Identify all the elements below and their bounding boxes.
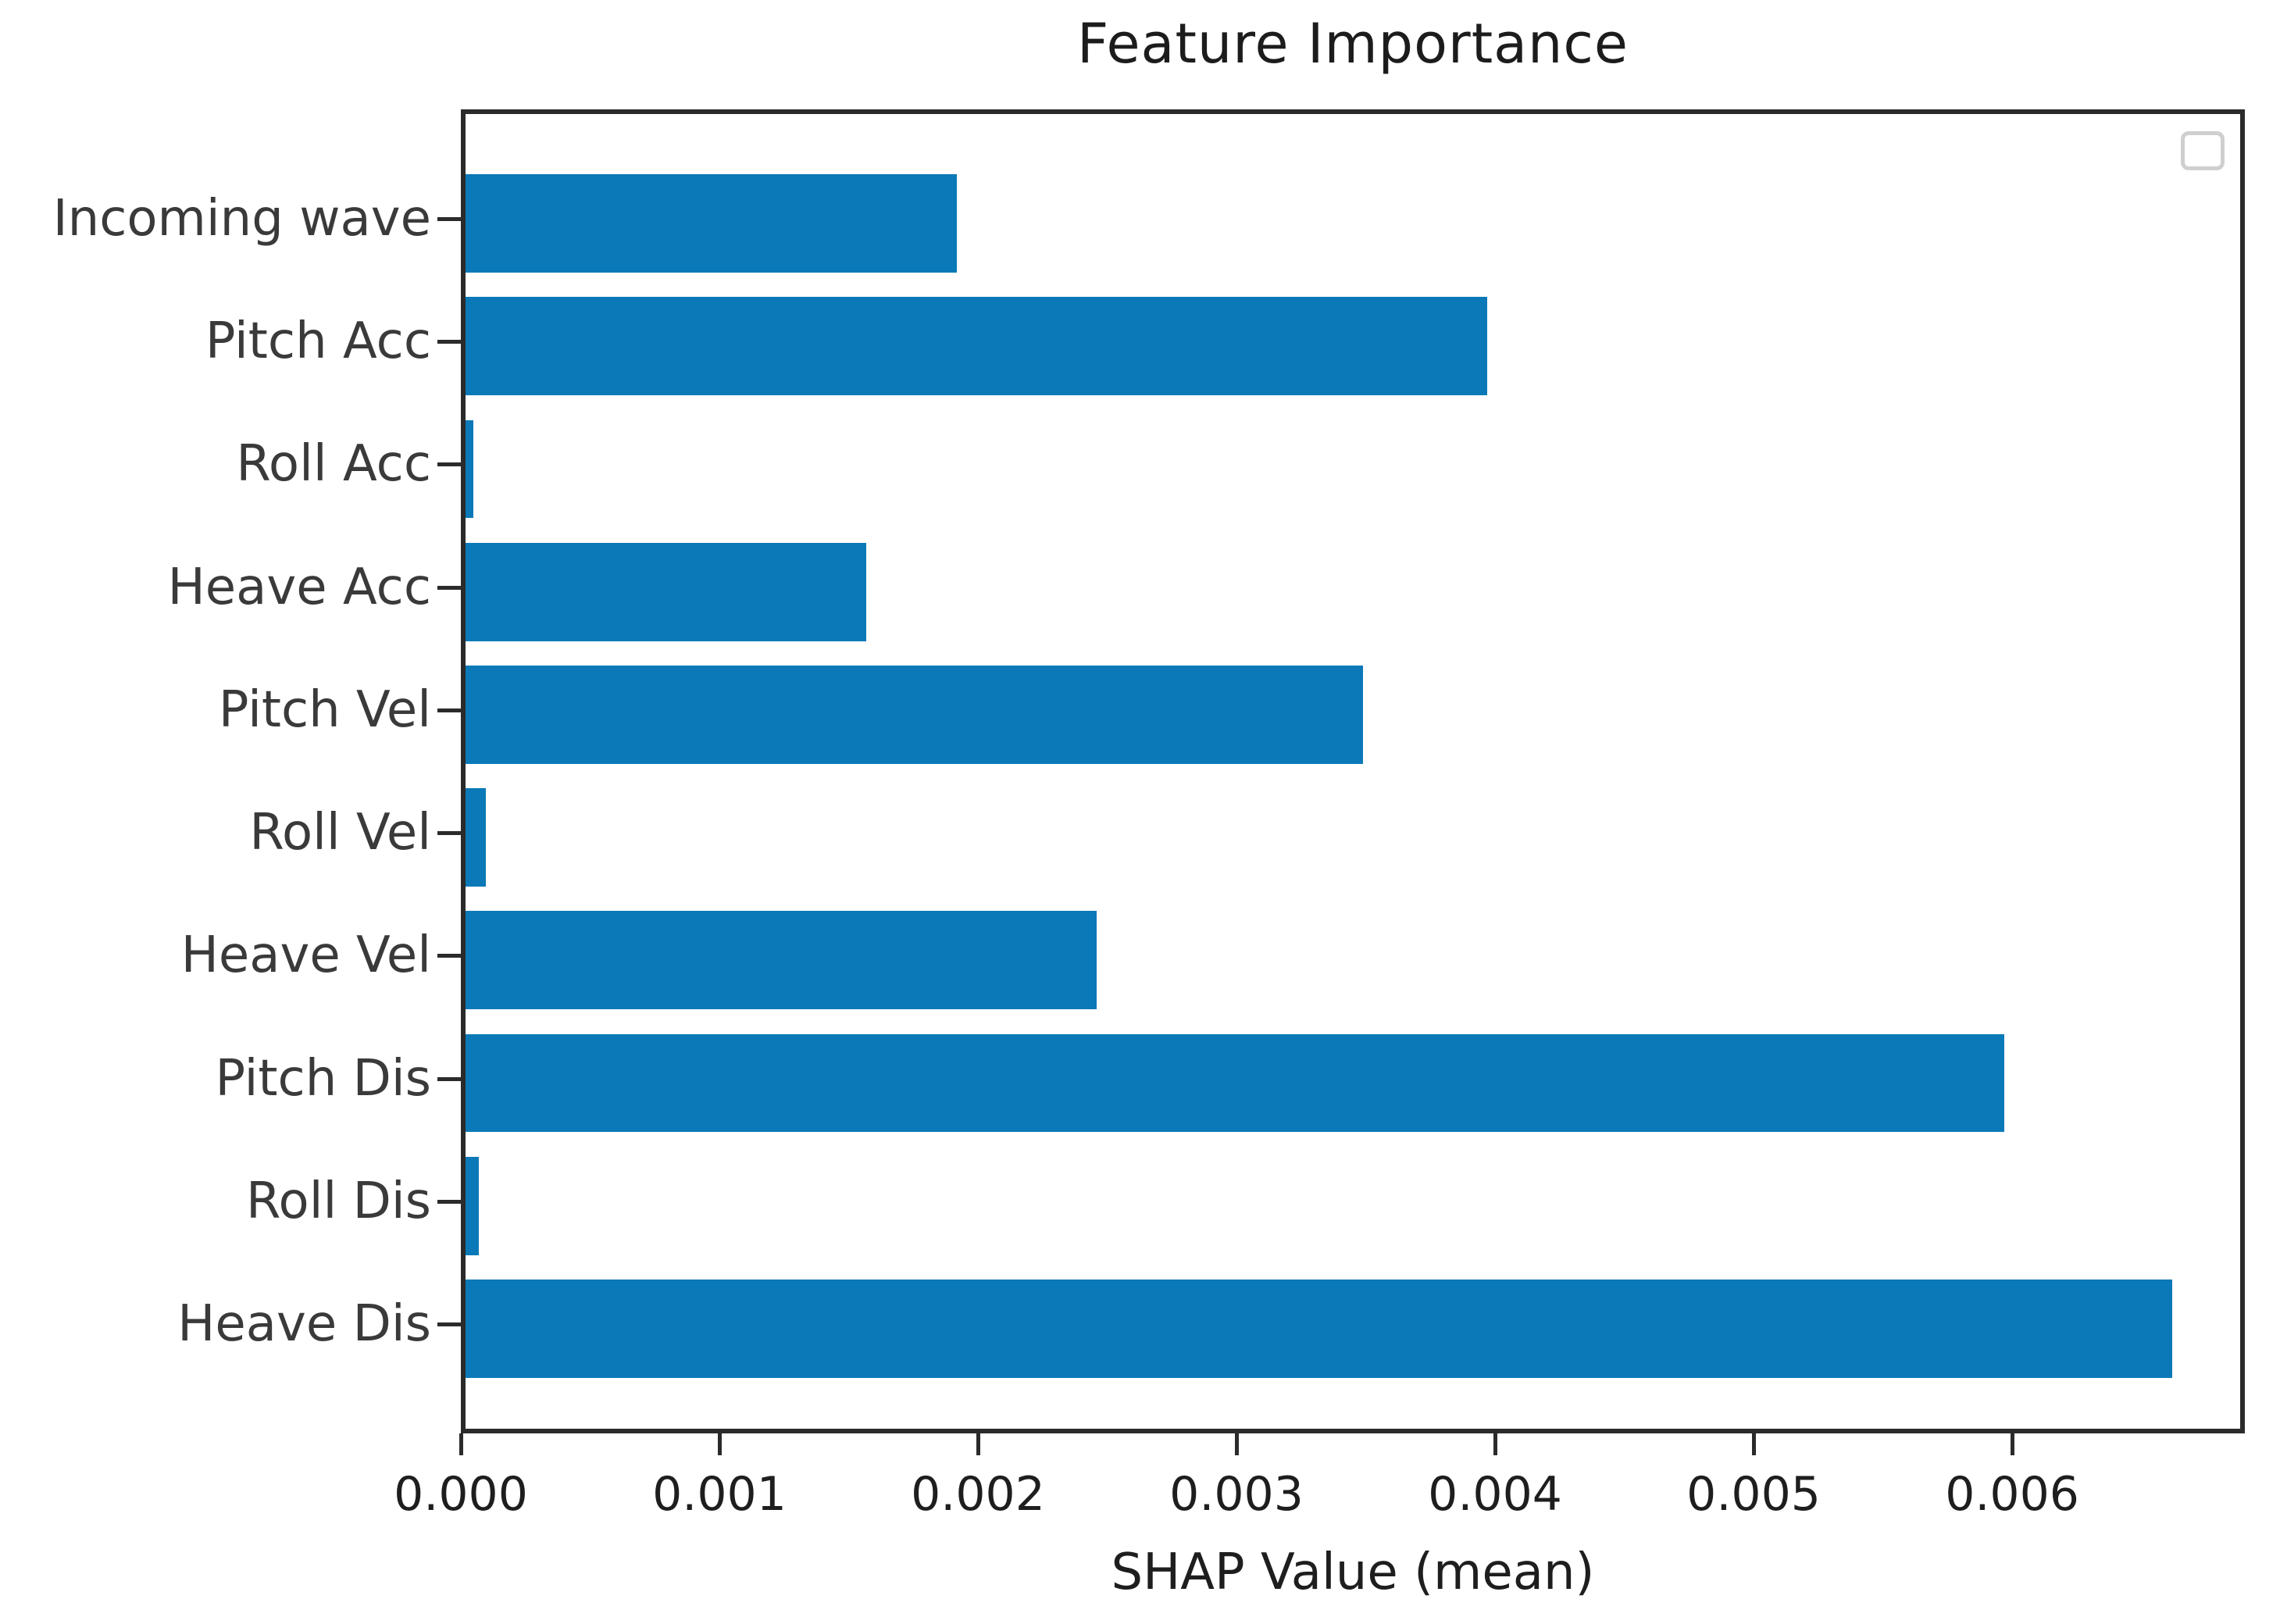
y-tick-mark: [437, 1322, 461, 1327]
x-tick-mark: [2011, 1433, 2015, 1455]
y-tick-label: Heave Acc: [167, 558, 431, 616]
bar-pitch-dis: [466, 1033, 2004, 1133]
bar-roll-acc: [466, 419, 473, 519]
chart-title: Feature Importance: [1077, 12, 1629, 76]
y-tick-label: Roll Dis: [245, 1172, 431, 1230]
bar-incoming-wave: [466, 174, 957, 273]
x-tick-mark: [1752, 1433, 1757, 1455]
x-axis-label: SHAP Value (mean): [1111, 1544, 1595, 1601]
y-tick-mark: [437, 340, 461, 344]
x-tick-mark: [1493, 1433, 1498, 1455]
y-tick-label: Pitch Vel: [218, 680, 431, 739]
y-tick-mark: [437, 462, 461, 467]
bar-roll-dis: [466, 1156, 479, 1255]
y-tick-label: Pitch Acc: [205, 312, 431, 371]
x-tick-label: 0.005: [1686, 1467, 1821, 1522]
x-tick-mark: [976, 1433, 981, 1455]
x-tick-label: 0.002: [911, 1467, 1045, 1522]
y-tick-mark: [437, 954, 461, 958]
y-tick-label: Roll Vel: [249, 804, 431, 862]
x-tick-label: 0.006: [1945, 1467, 2079, 1522]
x-tick-label: 0.003: [1169, 1467, 1304, 1522]
y-tick-label: Pitch Dis: [215, 1049, 431, 1108]
y-tick-mark: [437, 216, 461, 221]
x-tick-mark: [718, 1433, 722, 1455]
bar-heave-dis: [466, 1280, 2172, 1378]
x-tick-mark: [459, 1433, 463, 1455]
legend-box: [2181, 131, 2225, 170]
y-tick-mark: [437, 585, 461, 590]
x-tick-mark: [1235, 1433, 1240, 1455]
y-tick-label: Heave Vel: [180, 926, 431, 985]
x-tick-label: 0.000: [394, 1467, 528, 1522]
y-tick-mark: [437, 1076, 461, 1081]
x-tick-label: 0.004: [1428, 1467, 1562, 1522]
x-tick-label: 0.001: [652, 1467, 787, 1522]
bar-pitch-acc: [466, 297, 1487, 396]
y-tick-label: Heave Dis: [177, 1295, 431, 1354]
bar-heave-acc: [466, 542, 867, 641]
bar-pitch-vel: [466, 665, 1363, 764]
bar-heave-vel: [466, 911, 1097, 1010]
y-tick-mark: [437, 708, 461, 712]
y-tick-mark: [437, 831, 461, 836]
y-tick-label: Roll Acc: [236, 435, 431, 494]
plot-area: [461, 109, 2245, 1433]
y-tick-label: Incoming wave: [52, 189, 431, 248]
y-tick-mark: [437, 1199, 461, 1204]
bar-roll-vel: [466, 788, 487, 887]
